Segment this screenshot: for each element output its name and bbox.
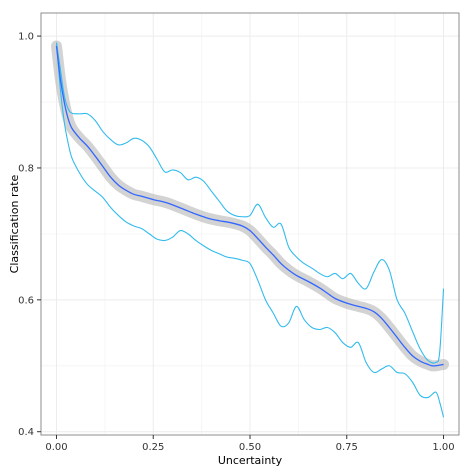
x-tick-label: 0.25 [142,442,164,453]
y-axis-title: Classification rate [8,174,21,273]
mean-line [55,45,444,367]
x-tick-label: 0.75 [336,442,358,453]
data-marks [50,40,450,418]
y-tick-label: 0.4 [18,427,34,438]
y-tick-label: 0.6 [18,295,34,306]
x-tick-label: 1.00 [432,442,454,453]
y-tick-label: 0.8 [18,163,34,174]
x-tick-label: 0.00 [45,442,67,453]
lower-bound-line [55,42,445,418]
upper-bound-line [55,42,445,364]
x-axis-title: Uncertainty [218,454,283,467]
x-tick-label: 0.50 [239,442,261,453]
y-tick-label: 1.0 [18,32,34,43]
axes: 0.00 0.25 0.50 0.75 1.00 0.4 0.6 0.8 1.0 [18,32,455,453]
